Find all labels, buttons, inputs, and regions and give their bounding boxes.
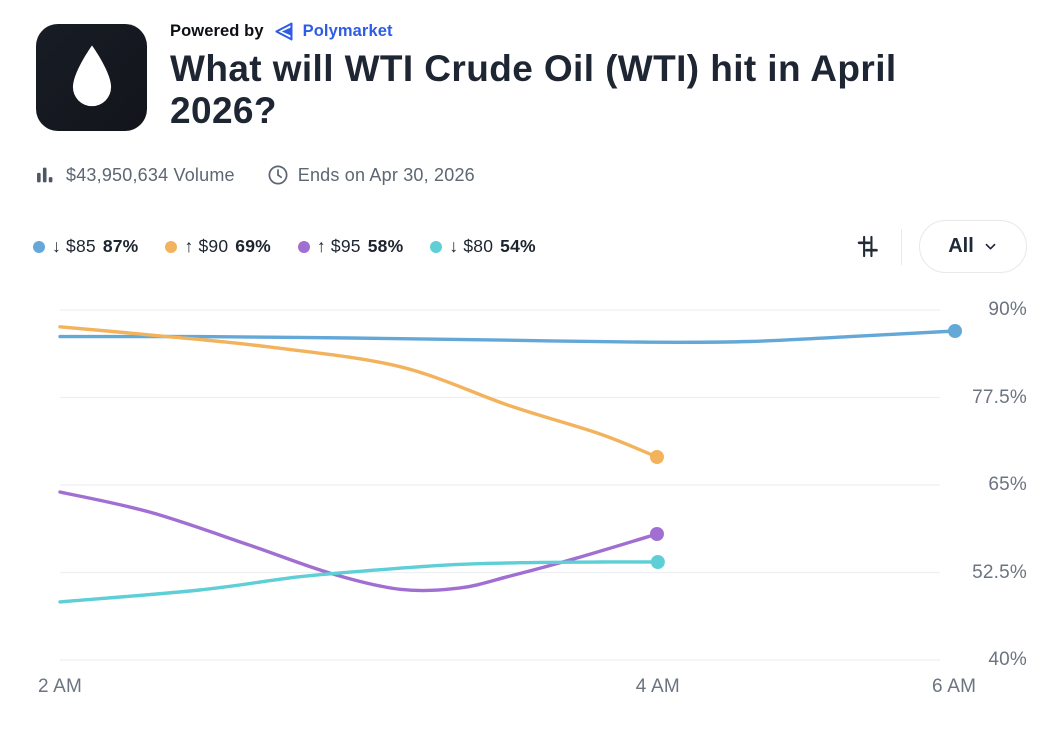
legend-item-80[interactable]: ↓ $80 54%	[430, 236, 536, 257]
legend-pct: 58%	[367, 236, 404, 256]
series-endpoint-dot	[649, 527, 664, 541]
market-stats: $43,950,634 Volume Ends on Apr 30, 2026	[36, 164, 475, 186]
volume-text: $43,950,634 Volume	[66, 164, 235, 185]
legend-row: ↓ $85 87% ↑ $90 69% ↑ $95 58% ↓ $80 54%	[33, 220, 1027, 273]
legend-label: ↓ $85	[52, 236, 96, 256]
legend-label: ↑ $95	[316, 236, 361, 256]
series-endpoint-dot	[948, 324, 962, 338]
clock-icon	[268, 165, 288, 185]
legend-dot-icon	[430, 240, 443, 253]
series-endpoint-dot	[650, 555, 665, 569]
polymarket-brand-link[interactable]: Polymarket	[302, 21, 393, 40]
legend-dot-icon	[33, 240, 45, 253]
y-axis-tick-label: 65%	[988, 474, 1027, 495]
legend-pct: 69%	[235, 236, 271, 256]
series-line-3	[58, 560, 660, 604]
y-axis-tick-label: 40%	[988, 649, 1027, 670]
legend-item-95[interactable]: ↑ $95 58%	[297, 236, 404, 257]
ends-text: Ends on Apr 30, 2026	[297, 164, 475, 185]
legend-label: ↓ $80	[449, 236, 494, 256]
legend-label: ↑ $90	[184, 236, 229, 256]
legend-pct: 54%	[500, 236, 536, 256]
y-axis-tick-label: 77.5%	[972, 386, 1027, 408]
series-line-2	[58, 490, 659, 593]
x-axis-tick-label: 6 AM	[932, 676, 977, 697]
x-axis-tick-label: 4 AM	[635, 676, 680, 697]
series-line-1	[58, 325, 659, 459]
legend-pct: 87%	[102, 236, 139, 256]
oil-drop-icon	[72, 45, 111, 106]
legend-item-90[interactable]: ↑ $90 69%	[165, 236, 271, 257]
x-axis-tick-label: 2 AM	[37, 676, 83, 697]
market-title: What will WTI Crude Oil (WTI) hit in Apr…	[170, 48, 897, 131]
timeframe-dropdown[interactable]: All	[919, 220, 1027, 273]
timeframe-value: All	[948, 235, 974, 257]
chevron-down-icon	[985, 243, 996, 250]
sliders-icon	[857, 235, 878, 258]
legend-item-85[interactable]: ↓ $85 87%	[33, 236, 138, 257]
y-axis-tick-label: 52.5%	[972, 561, 1027, 583]
polymarket-logo-icon	[275, 22, 293, 40]
market-thumbnail	[36, 24, 147, 131]
legend-dot-icon	[165, 240, 178, 253]
series-endpoint-dot	[649, 450, 664, 464]
series-line-0	[58, 329, 957, 345]
powered-by-label: Powered by	[170, 21, 264, 40]
y-axis-tick-label: 90%	[988, 299, 1027, 320]
legend-dot-icon	[297, 240, 310, 253]
divider	[901, 228, 902, 265]
volume-bars-icon	[37, 167, 53, 183]
chart-settings-button[interactable]	[854, 233, 881, 260]
